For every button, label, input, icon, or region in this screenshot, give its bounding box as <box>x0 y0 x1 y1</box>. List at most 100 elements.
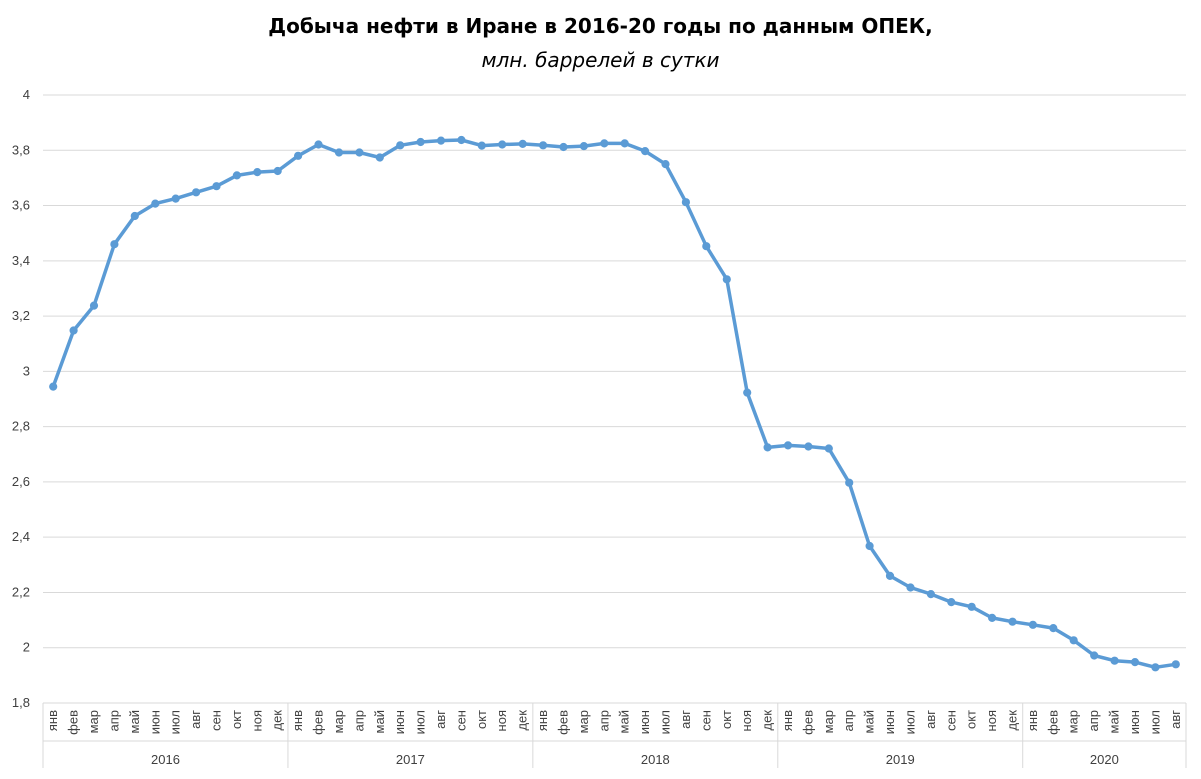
y-tick-label: 4 <box>23 87 30 102</box>
data-point <box>906 583 915 592</box>
data-point <box>579 142 589 151</box>
data-point <box>294 151 303 160</box>
x-tick-label: июл <box>902 710 917 734</box>
data-point <box>334 148 344 157</box>
x-tick-label: дек <box>1005 710 1020 731</box>
data-point <box>1049 624 1058 633</box>
x-tick-label: май <box>1107 710 1122 733</box>
data-point <box>988 613 997 623</box>
data-point <box>1028 620 1038 629</box>
x-tick-label: окт <box>719 710 734 729</box>
x-tick-label: июл <box>658 710 673 734</box>
data-point <box>171 194 180 203</box>
x-tick-label: фев <box>800 710 815 735</box>
data-point <box>702 242 711 251</box>
x-tick-label: окт <box>964 710 979 729</box>
data-point <box>151 199 160 208</box>
x-tick-label: апр <box>106 710 121 732</box>
x-tick-label: май <box>372 710 387 733</box>
y-tick-label: 3,2 <box>12 308 30 323</box>
x-tick-label: фев <box>311 710 326 735</box>
x-tick-label: мар <box>86 710 101 733</box>
data-point <box>232 171 241 180</box>
data-point <box>89 301 99 310</box>
data-point <box>110 240 119 249</box>
x-tick-label: окт <box>474 710 489 729</box>
data-point <box>620 139 629 148</box>
year-label: 2019 <box>886 752 915 767</box>
data-point <box>804 442 813 451</box>
y-axis: 1,8 2 2,2 2,4 2,6 2,8 3 3,2 3,4 3,6 3,8 4 <box>12 87 30 710</box>
x-tick-label: мар <box>1066 710 1081 733</box>
x-tick-label: сен <box>208 710 223 731</box>
data-point <box>1171 660 1180 669</box>
y-tick-label: 3,8 <box>12 142 30 157</box>
data-point <box>722 275 731 284</box>
year-label: 2017 <box>396 752 425 767</box>
data-point <box>1008 617 1017 626</box>
data-point <box>212 182 221 191</box>
x-tick-label: мар <box>821 710 836 733</box>
data-point <box>600 139 609 148</box>
x-tick-label: дек <box>270 710 285 731</box>
x-tick-label: авг <box>433 710 448 729</box>
x-tick-label: май <box>617 710 632 733</box>
x-tick-label: ноя <box>494 710 509 731</box>
x-tick-label: сен <box>453 710 468 731</box>
y-tick-label: 3 <box>23 363 30 378</box>
x-tick-label: май <box>127 710 142 733</box>
y-tick-label: 2,4 <box>12 529 30 544</box>
x-tick-label: янв <box>45 710 60 731</box>
data-point <box>885 571 895 581</box>
x-tick-label: июл <box>413 710 428 734</box>
x-tick-label: май <box>862 710 877 733</box>
y-tick-label: 3,4 <box>12 253 30 268</box>
x-tick-label: апр <box>596 710 611 732</box>
x-tick-label: июн <box>147 710 162 734</box>
y-tick-label: 2,6 <box>12 474 30 489</box>
data-point <box>661 160 670 169</box>
x-tick-label: дек <box>515 710 530 731</box>
y-tick-label: 2,2 <box>12 584 30 599</box>
data-point <box>641 147 650 156</box>
x-tick-label: окт <box>229 710 244 729</box>
data-point <box>498 140 507 149</box>
series-oil-production <box>49 135 1180 672</box>
series-line <box>51 138 1177 670</box>
x-tick-label: авг <box>923 710 938 729</box>
data-point <box>539 141 548 150</box>
data-point <box>192 188 201 197</box>
x-tick-label: апр <box>351 710 366 732</box>
y-tick-label: 2,8 <box>12 419 30 434</box>
x-tick-label: дек <box>760 710 775 731</box>
x-tick-label: янв <box>290 710 305 731</box>
y-tick-label: 1,8 <box>12 695 30 710</box>
data-point <box>314 140 323 149</box>
data-point <box>273 166 282 176</box>
data-point <box>743 388 752 397</box>
x-tick-label: ноя <box>739 710 754 731</box>
data-point <box>1069 636 1078 645</box>
data-point <box>436 136 446 145</box>
x-axis: янв фев мар апр май июн июл авг сен окт ноя дек янв ф… <box>42 702 1187 768</box>
x-tick-label: янв <box>1025 710 1040 731</box>
chart-subtitle: млн. баррелей в сутки <box>481 48 720 72</box>
data-point <box>396 141 405 150</box>
x-tick-label: авг <box>1168 710 1183 729</box>
x-tick-label: фев <box>555 710 570 735</box>
data-point <box>1110 656 1119 665</box>
gridlines <box>43 94 1186 704</box>
data-point <box>947 598 956 607</box>
data-point <box>967 602 976 611</box>
x-tick-label: июл <box>1147 710 1162 734</box>
x-tick-label: авг <box>188 710 203 729</box>
x-tick-label: мар <box>576 710 591 733</box>
x-tick-label: мар <box>331 710 346 733</box>
x-tick-label: фев <box>66 710 81 735</box>
data-point <box>783 441 793 450</box>
data-point <box>559 142 568 152</box>
data-point <box>253 168 262 177</box>
data-point <box>845 478 854 487</box>
x-tick-label: янв <box>535 710 550 731</box>
